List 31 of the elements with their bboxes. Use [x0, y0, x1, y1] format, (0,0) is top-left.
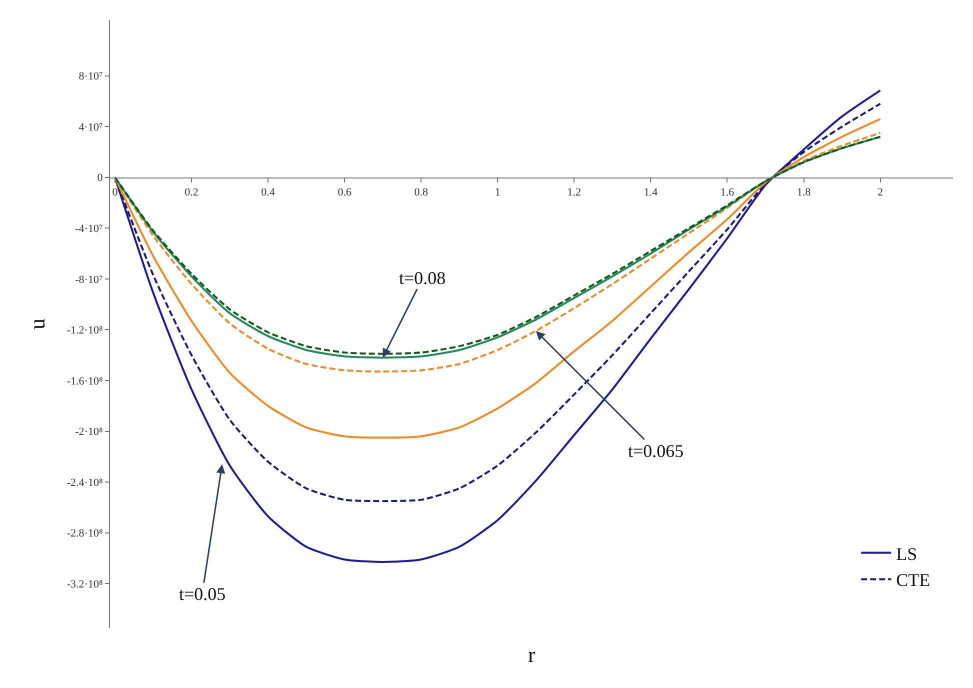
annotation: t=0.05: [179, 584, 226, 604]
x-tick-label: 0: [112, 186, 118, 199]
x-tick-label: 1.8: [796, 186, 812, 199]
y-tick-label: -3.2·10⁸: [66, 578, 103, 590]
x-tick-label: 0.2: [184, 186, 198, 199]
y-tick-label: -4·10⁷: [75, 223, 103, 236]
x-tick-label: 0.4: [261, 186, 276, 199]
y-tick-label: 0: [97, 172, 104, 184]
annotation: t=0.08: [399, 268, 446, 288]
y-tick-label: -2·10⁸: [75, 426, 103, 438]
y-tick-label: 4·10⁷: [78, 121, 103, 134]
y-tick-label: -2.8·10⁸: [66, 528, 103, 540]
legend-label: CTE: [896, 570, 930, 590]
x-tick-label: 1.4: [644, 186, 658, 199]
y-tick-label: -8·10⁷: [75, 274, 103, 286]
x-axis-title: r: [528, 642, 536, 667]
line-series: [114, 102, 882, 502]
x-tick-label: 0.6: [338, 186, 352, 199]
y-tick-label: 8·10⁷: [78, 70, 103, 83]
x-tick-label: 1.2: [567, 186, 582, 199]
x-tick-label: 2: [878, 186, 884, 199]
y-tick-label: -1.6·10⁸: [66, 375, 103, 388]
legend-label: LS: [896, 544, 918, 564]
line-series: [114, 89, 882, 563]
x-tick-label: 0.8: [414, 186, 428, 199]
y-tick-label: -1.2·10⁸: [66, 324, 103, 337]
y-axis-title: u: [24, 318, 50, 330]
annotation: t=0.065: [628, 441, 684, 461]
x-tick-label: 1: [494, 186, 500, 199]
y-tick-label: -2.4·10⁸: [66, 476, 103, 489]
x-tick-label: 1.6: [720, 186, 735, 199]
